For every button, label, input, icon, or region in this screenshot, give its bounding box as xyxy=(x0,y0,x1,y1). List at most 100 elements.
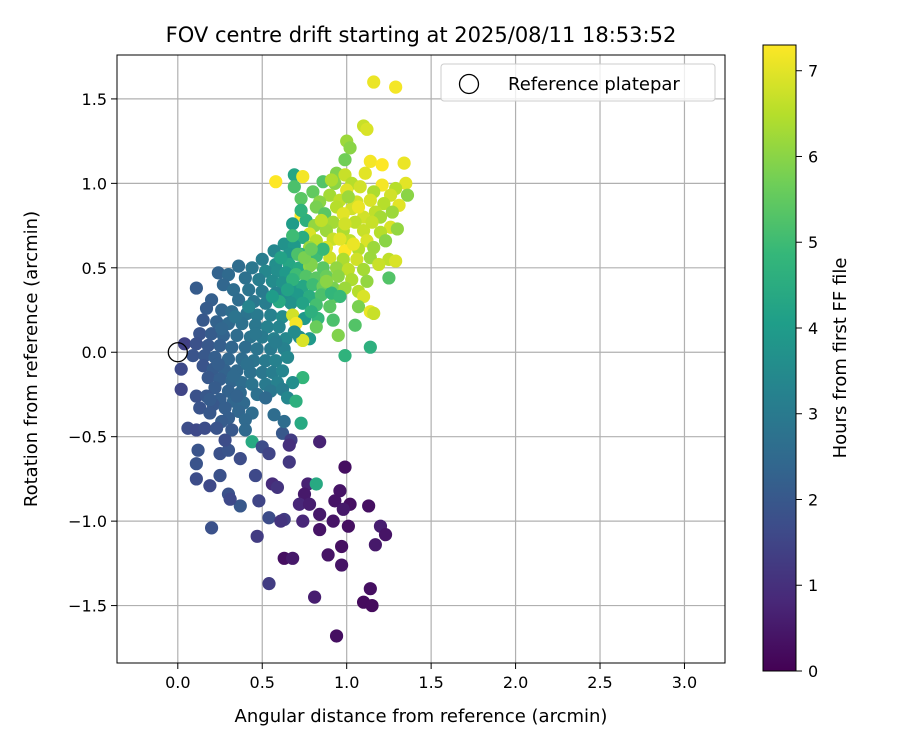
scatter-point xyxy=(294,191,308,206)
scatter-point xyxy=(323,300,337,314)
scatter-point xyxy=(399,176,413,190)
scatter-point xyxy=(282,455,296,469)
scatter-point xyxy=(264,308,278,322)
scatter-point xyxy=(296,170,310,184)
scatter-point xyxy=(189,337,203,351)
scatter-point xyxy=(348,215,362,229)
scatter-point xyxy=(233,452,247,466)
scatter-point xyxy=(294,416,308,430)
scatter-point xyxy=(389,254,403,268)
colorbar-tick-label: 5 xyxy=(808,233,818,252)
scatter-point xyxy=(280,283,295,297)
scatter-point xyxy=(242,300,256,314)
legend-box xyxy=(440,63,716,102)
scatter-point xyxy=(204,521,219,535)
scatter-point xyxy=(319,274,334,288)
scatter-point xyxy=(365,215,379,229)
scatter-point xyxy=(275,364,290,378)
scatter-point xyxy=(193,401,207,415)
legend-open-circle-marker xyxy=(458,73,480,95)
scatter-point xyxy=(306,278,320,292)
scatter-point xyxy=(255,365,269,380)
scatter-point xyxy=(351,200,366,214)
scatter-point xyxy=(367,240,381,255)
scatter-point xyxy=(326,313,340,327)
scatter-point xyxy=(203,406,217,420)
scatter-point xyxy=(282,438,296,452)
scatter-point xyxy=(269,175,283,189)
scatter-point xyxy=(218,433,232,447)
scatter-point xyxy=(321,548,335,562)
scatter-point xyxy=(250,529,264,543)
scatter-point xyxy=(211,357,225,371)
x-axis-label: Angular distance from reference (arcmin) xyxy=(235,706,608,727)
scatter-point xyxy=(341,262,355,277)
scatter-point xyxy=(368,538,382,552)
scatter-point xyxy=(323,188,337,202)
scatter-point xyxy=(382,271,396,285)
y-tick-label: −1.0 xyxy=(68,512,107,531)
scatter-point xyxy=(296,514,310,528)
scatter-point xyxy=(203,392,217,407)
scatter-point xyxy=(213,338,227,353)
scatter-point xyxy=(304,242,318,256)
scatter-point xyxy=(338,349,352,363)
scatter-point xyxy=(262,446,276,461)
scatter-point xyxy=(250,342,264,356)
scatter-point xyxy=(297,487,312,501)
scatter-point xyxy=(338,153,352,167)
scatter-point xyxy=(255,252,269,266)
scatter-point xyxy=(245,261,259,275)
scatter-point xyxy=(351,300,366,314)
y-axis-label: Rotation from reference (arcmin) xyxy=(21,211,42,507)
scatter-point xyxy=(356,262,371,277)
scatter-point xyxy=(286,551,300,565)
scatter-point xyxy=(375,158,389,172)
scatter-point xyxy=(304,305,318,319)
colorbar: 0 1 2 3 4 5 6 7 Hours from first FF file xyxy=(762,44,851,681)
scatter-point xyxy=(343,141,357,155)
scatter-point xyxy=(272,320,286,334)
scatter-point xyxy=(363,340,377,354)
scatter-point xyxy=(277,414,291,429)
scatter-point xyxy=(333,484,347,498)
scatter-point xyxy=(260,320,274,334)
scatter-point xyxy=(189,389,203,403)
scatter-point xyxy=(314,288,328,302)
scatter-point xyxy=(238,413,252,427)
scatter-point xyxy=(238,271,252,285)
scatter-point xyxy=(335,539,349,554)
scatter-point xyxy=(296,370,310,385)
scatter-point xyxy=(397,156,411,170)
scatter-point xyxy=(270,480,285,494)
scatter-point xyxy=(350,252,364,266)
colorbar-tick-label: 4 xyxy=(808,319,818,338)
scatter-point xyxy=(226,369,241,383)
y-axis-ticks: −1.5 −1.0 −0.5 0.0 0.5 1.0 1.5 xyxy=(68,90,117,616)
scatter-point xyxy=(215,322,229,336)
scatter-point xyxy=(267,408,281,422)
scatter-point xyxy=(333,232,347,246)
scatter-point xyxy=(377,197,391,211)
scatter-point xyxy=(245,377,259,391)
scatter-point xyxy=(230,389,244,403)
scatter-point xyxy=(385,205,399,219)
x-tick-label: 2.0 xyxy=(503,673,528,692)
scatter-point xyxy=(346,237,361,251)
scatter-point xyxy=(360,122,374,136)
scatter-point xyxy=(255,284,269,299)
scatter-point xyxy=(309,477,323,491)
legend: Reference platepar xyxy=(440,63,716,102)
scatter-point xyxy=(210,421,224,435)
scatter-point xyxy=(225,340,239,354)
scatter-point xyxy=(226,283,241,297)
scatter-point xyxy=(189,281,203,295)
scatter-point xyxy=(248,468,263,483)
scatter-point xyxy=(378,528,393,542)
scatter-point xyxy=(286,229,300,243)
scatter-point xyxy=(289,394,303,408)
scatter-point xyxy=(228,310,242,324)
scatter-point xyxy=(208,381,222,395)
scatter-point xyxy=(390,222,404,236)
